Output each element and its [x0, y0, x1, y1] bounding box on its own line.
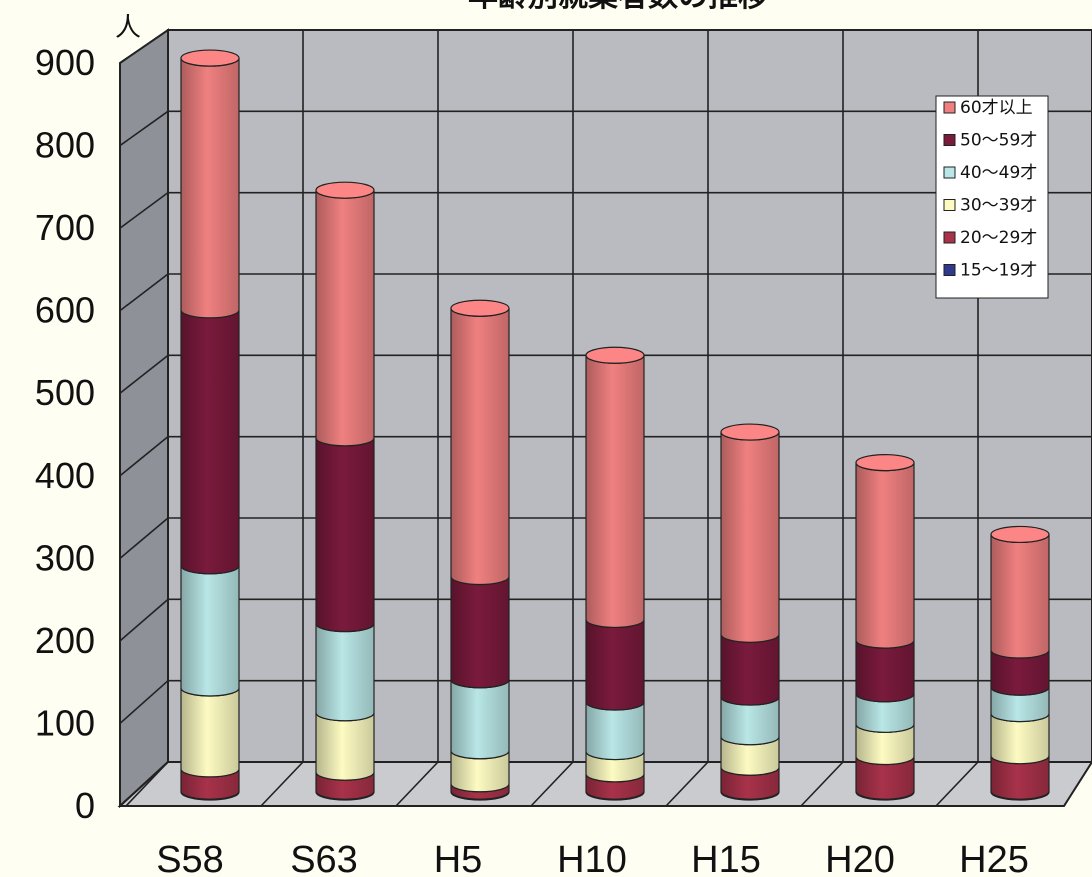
- legend-swatch: [943, 199, 956, 211]
- legend-label: 15～19才: [960, 261, 1037, 281]
- x-tick-label: S63: [290, 839, 358, 877]
- bar-stack-s58: [180, 49, 240, 801]
- legend-swatch: [943, 231, 956, 244]
- gridline-side: [119, 192, 169, 229]
- y-tick-label: 500: [35, 372, 95, 413]
- x-tick-label: H10: [557, 839, 627, 877]
- bar-stack-h25: [990, 525, 1050, 801]
- y-tick-label: 100: [35, 702, 95, 743]
- legend-swatch: [943, 264, 956, 276]
- bar-segment: [585, 355, 645, 629]
- bar-top-cap: [855, 454, 915, 472]
- legend: 60才以上 50～59才 40～49才 30～39才 20～29才 15～19才: [935, 95, 1049, 299]
- bar-segment: [315, 190, 375, 447]
- bar-segment: [450, 576, 510, 689]
- floor-divider: [260, 761, 304, 807]
- gridline-side: [119, 110, 169, 147]
- floor-divider: [530, 761, 574, 807]
- x-tick-label: S58: [156, 839, 224, 877]
- bar-top-cap: [180, 49, 240, 67]
- bar-segment: [585, 619, 645, 711]
- bar-segment: [450, 679, 510, 760]
- y-axis: 0 100 200 300 400 500 600 700 800 900: [35, 42, 95, 826]
- bar-stack-s63: [315, 181, 375, 801]
- x-tick-label: H25: [959, 839, 1029, 877]
- bar-top-cap: [315, 181, 375, 199]
- y-tick-label: 900: [35, 42, 95, 83]
- x-tick-label: H20: [825, 839, 895, 877]
- y-tick-label: 200: [35, 620, 95, 661]
- x-tick-label: H15: [691, 839, 761, 877]
- bar-segment: [180, 309, 240, 575]
- bar-segment: [180, 565, 240, 697]
- bar-segment: [720, 634, 780, 706]
- floor-divider: [935, 761, 979, 807]
- y-tick-label: 400: [35, 455, 95, 496]
- x-axis: S58 S63 H5 H10 H15 H20 H25: [156, 839, 1029, 877]
- bar-segment: [180, 57, 240, 319]
- legend-swatch: [943, 134, 956, 146]
- bar-stack-h20: [855, 454, 915, 801]
- gridline-side: [119, 436, 169, 477]
- legend-label: 40～49才: [960, 163, 1037, 183]
- y-tick-label: 800: [35, 125, 95, 166]
- y-tick-label: 600: [35, 290, 95, 331]
- side-wall: [119, 28, 169, 809]
- x-tick-label: H5: [434, 839, 483, 877]
- y-axis-unit: 人: [115, 13, 141, 43]
- bar-top-cap: [450, 299, 510, 317]
- legend-label: 30～39才: [960, 196, 1037, 216]
- bar-segment: [180, 687, 240, 778]
- floor-divider: [125, 761, 169, 807]
- bar-top-cap: [720, 423, 780, 441]
- legend-swatch: [943, 166, 956, 179]
- bar-segment: [450, 308, 510, 586]
- bar-stack-h5: [450, 299, 510, 801]
- bar-segment: [585, 701, 645, 761]
- bar-stack-h15: [720, 423, 780, 801]
- gridline-side: [119, 517, 169, 559]
- floor-divider: [665, 761, 709, 807]
- y-tick-label: 700: [35, 207, 95, 248]
- legend-label: 60才以上: [960, 98, 1033, 118]
- legend-label: 50～59才: [960, 131, 1037, 151]
- y-tick-label: 300: [35, 537, 95, 578]
- legend-swatch: [943, 101, 956, 114]
- floor-divider: [800, 761, 844, 807]
- bar-segment: [990, 534, 1050, 659]
- bar-top-cap: [990, 525, 1050, 544]
- gridline-side: [119, 598, 169, 642]
- bars: [180, 49, 1050, 801]
- gridline-side: [119, 680, 169, 725]
- bar-top-cap: [585, 346, 645, 364]
- gridline-side: [119, 273, 169, 312]
- bar-segment: [315, 712, 375, 781]
- bar-segment: [855, 462, 915, 649]
- y-tick-label: 0: [75, 785, 95, 826]
- chart-title: 年齢別就業者数の推移: [468, 0, 768, 14]
- floor-divider: [395, 761, 439, 807]
- bar-segment: [855, 639, 915, 703]
- bar-segment: [315, 437, 375, 633]
- bar-stack-h10: [585, 346, 645, 801]
- gridline-side: [119, 29, 169, 64]
- bar-segment: [720, 431, 780, 643]
- legend-label: 20～29才: [960, 228, 1037, 248]
- gridline-side: [119, 354, 169, 394]
- bar-segment: [315, 623, 375, 722]
